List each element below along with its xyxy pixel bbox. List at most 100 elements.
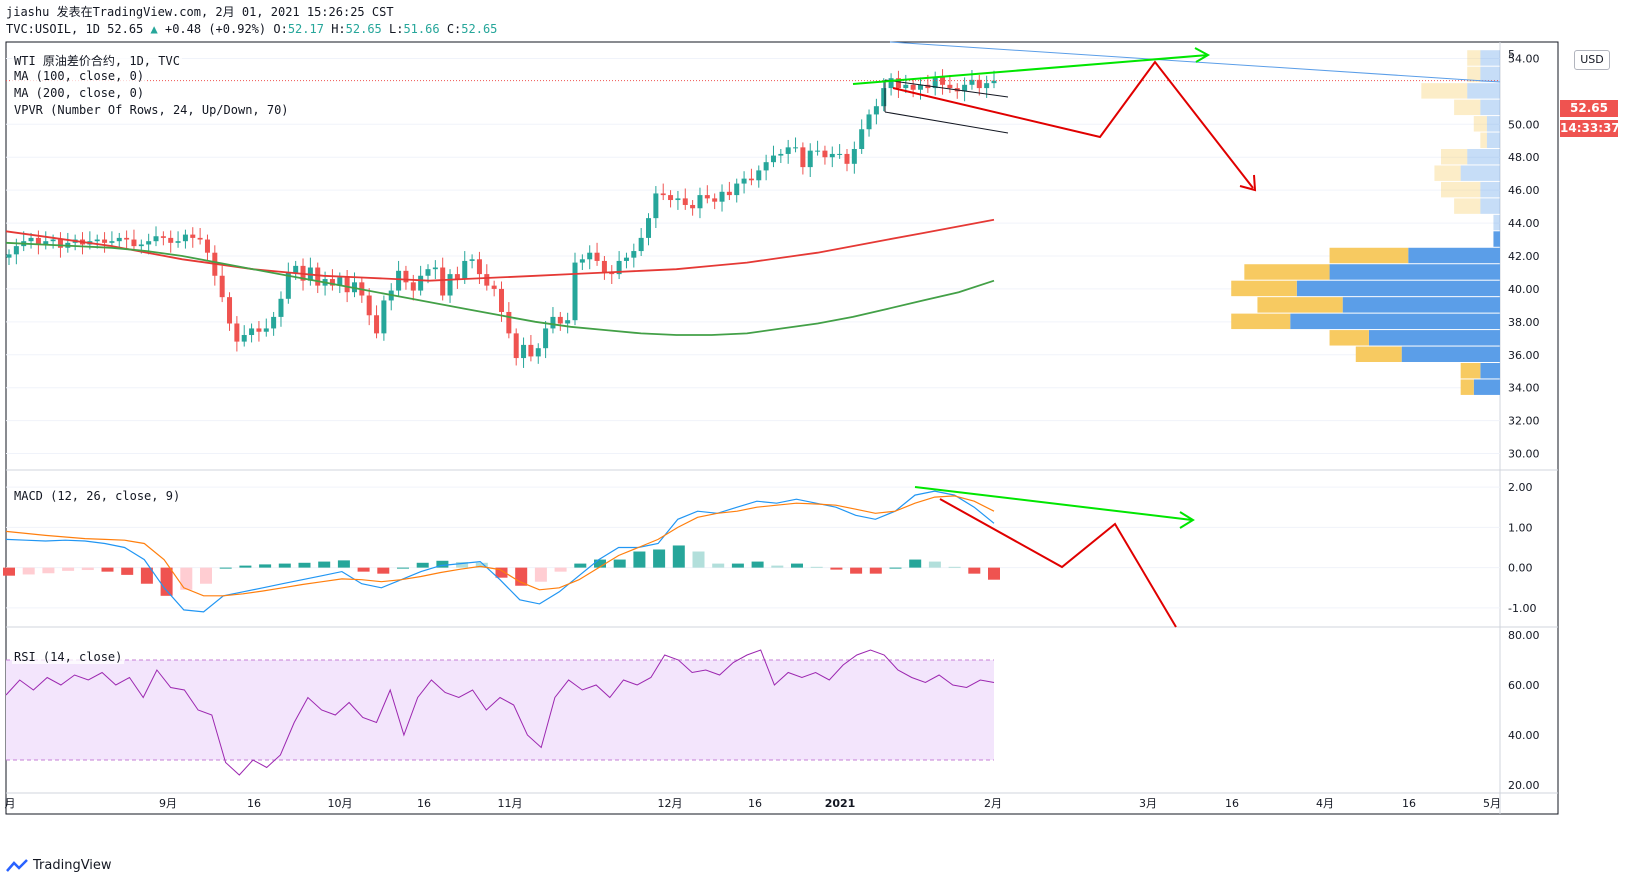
candle-body bbox=[263, 328, 269, 332]
candle-body bbox=[57, 239, 63, 248]
macd-histogram-bar bbox=[22, 567, 35, 575]
main-series-legend[interactable]: WTI 原油差价合约, 1D, TVC bbox=[12, 52, 182, 69]
ma200-line bbox=[5, 241, 995, 336]
rsi-line bbox=[5, 649, 995, 776]
candle-body bbox=[241, 335, 247, 342]
time-tick-label: 12月 bbox=[658, 797, 683, 810]
candle-body bbox=[859, 129, 865, 149]
candle-body bbox=[535, 348, 541, 357]
candle-body bbox=[521, 344, 527, 359]
candle-body bbox=[374, 315, 380, 334]
candle-body bbox=[623, 257, 629, 261]
rsi-tick-label: 40.00 bbox=[1508, 729, 1540, 742]
macd-histogram-bar bbox=[318, 561, 331, 568]
last-price-tag: 52.65 bbox=[1560, 100, 1618, 117]
vpvr-bar-down bbox=[1486, 116, 1500, 132]
ma100-legend[interactable]: MA (100, close, 0) bbox=[12, 69, 147, 83]
macd-histogram-bar bbox=[495, 567, 508, 578]
candle-body bbox=[153, 236, 159, 242]
vpvr-bar-down bbox=[1480, 50, 1500, 66]
vpvr-bar-up bbox=[1355, 346, 1402, 362]
price-tick-label: 50.00 bbox=[1508, 118, 1540, 131]
macd-histogram-bar bbox=[160, 567, 173, 596]
currency-button[interactable]: USD bbox=[1574, 50, 1610, 70]
vpvr-bar-down bbox=[1296, 280, 1500, 297]
vpvr-legend[interactable]: VPVR (Number Of Rows, 24, Up/Down, 70) bbox=[12, 103, 291, 117]
candle-body bbox=[660, 193, 666, 196]
candle-body bbox=[601, 260, 607, 273]
candle-body bbox=[829, 153, 835, 158]
candle-body bbox=[719, 191, 725, 202]
trendline-drawing bbox=[889, 41, 1501, 83]
time-tick-label: 10月 bbox=[328, 797, 353, 810]
candle-body bbox=[873, 106, 879, 115]
time-tick-label: 5月 bbox=[1483, 797, 1501, 810]
vpvr-bar-up bbox=[1473, 116, 1487, 132]
candle-body bbox=[668, 195, 674, 201]
macd-legend[interactable]: MACD (12, 26, close, 9) bbox=[12, 489, 183, 503]
macd-histogram-bar bbox=[968, 567, 981, 574]
candle-body bbox=[815, 150, 821, 152]
candle-body bbox=[866, 114, 872, 130]
vpvr-bar-up bbox=[1231, 313, 1291, 330]
candle-body bbox=[734, 183, 740, 196]
symbol-ohlc-line: TVC:USOIL, 1D 52.65 ▲ +0.48 (+0.92%) O:5… bbox=[6, 21, 497, 38]
candle-body bbox=[28, 237, 34, 242]
vpvr-bar-down bbox=[1342, 297, 1500, 313]
vpvr-bar-down bbox=[1290, 313, 1500, 330]
rsi-band bbox=[6, 660, 994, 760]
rsi-legend[interactable]: RSI (14, close) bbox=[12, 650, 125, 664]
candle-body bbox=[631, 251, 637, 258]
chart-border bbox=[5, 41, 1559, 815]
candle-body bbox=[550, 316, 556, 329]
vpvr-bar-up bbox=[1329, 247, 1409, 264]
candle-body bbox=[947, 84, 953, 89]
candle-body bbox=[285, 272, 291, 299]
price-tick-label: 38.00 bbox=[1508, 316, 1540, 329]
macd-line bbox=[5, 490, 995, 613]
open-value: 52.17 bbox=[287, 22, 324, 36]
candle-body bbox=[572, 262, 578, 321]
vpvr-bar-up bbox=[1480, 132, 1487, 148]
vpvr-bar-down bbox=[1480, 99, 1500, 116]
macd-histogram-bar bbox=[948, 566, 961, 568]
candle-body bbox=[587, 252, 593, 260]
macd-tick-label: 1.00 bbox=[1508, 521, 1533, 534]
macd-histogram-bar bbox=[219, 567, 232, 569]
candle-body bbox=[675, 198, 681, 201]
vpvr-bar-down bbox=[1480, 66, 1500, 83]
macd-histogram-bar bbox=[653, 549, 666, 568]
price-tick-label: 46.00 bbox=[1508, 184, 1540, 197]
candle-body bbox=[50, 239, 56, 242]
vpvr-bar-up bbox=[1460, 379, 1474, 395]
macd-histogram-bar bbox=[436, 560, 449, 568]
vpvr-bar-up bbox=[1454, 99, 1481, 116]
vpvr-bar-up bbox=[1244, 264, 1330, 280]
time-tick-label: 月 bbox=[5, 797, 16, 810]
annotation-green-arrow bbox=[852, 54, 1209, 85]
vpvr-bar-up bbox=[1421, 83, 1468, 99]
candle-body bbox=[888, 78, 894, 89]
candle-body bbox=[770, 155, 776, 163]
vpvr-bar-up bbox=[1329, 330, 1369, 346]
candle-body bbox=[712, 198, 718, 202]
rsi-tick-label: 60.00 bbox=[1508, 679, 1540, 692]
macd-histogram-bar bbox=[909, 559, 922, 568]
candle-body bbox=[6, 254, 12, 258]
footer-brand[interactable]: TradingView bbox=[6, 858, 112, 873]
macd-histogram-bar bbox=[121, 567, 134, 575]
candle-body bbox=[895, 78, 901, 89]
macd-histogram-bar bbox=[850, 567, 863, 574]
candle-body bbox=[910, 84, 916, 90]
publish-info: jiashu 发表在TradingView.com, 2月 01, 2021 1… bbox=[6, 5, 394, 19]
candle-body bbox=[646, 218, 652, 238]
vpvr-bar-up bbox=[1454, 198, 1481, 214]
candle-body bbox=[969, 79, 975, 85]
vpvr-bar-down bbox=[1493, 231, 1500, 247]
candle-body bbox=[271, 316, 277, 329]
macd-histogram-bar bbox=[692, 551, 705, 568]
ma200-legend[interactable]: MA (200, close, 0) bbox=[12, 86, 147, 100]
candle-body bbox=[579, 259, 585, 263]
candle-body bbox=[109, 241, 115, 243]
